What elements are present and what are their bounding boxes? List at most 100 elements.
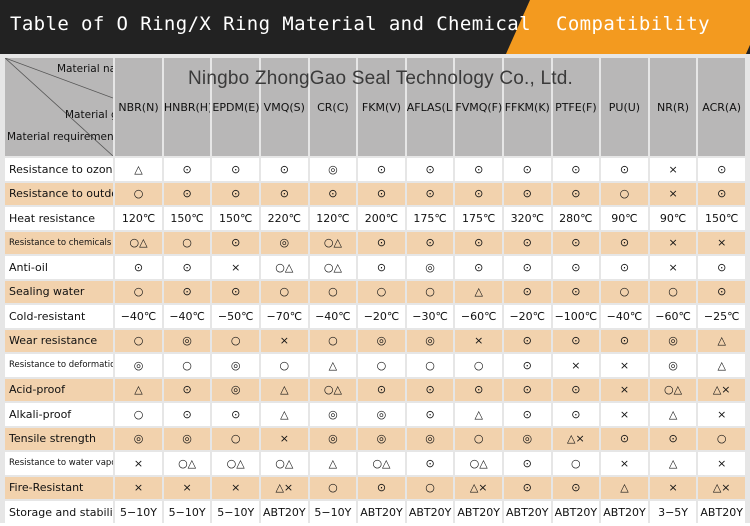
table-cell: ⊙	[552, 476, 600, 499]
table-cell: ○	[212, 427, 259, 450]
table-cell: △	[649, 452, 697, 475]
table-cell: ○△	[309, 256, 357, 279]
table-cell: ×	[649, 158, 697, 181]
row-label: Anti-oil	[5, 256, 114, 279]
table-cell: ○	[115, 280, 162, 303]
table-row: Alkali-proof ○ ⊙ ⊙ △ ◎ ◎ ⊙ △ ⊙ ⊙ × △ ×	[5, 403, 745, 426]
table-cell: ⊙	[358, 378, 405, 401]
column-header: CR(C)	[309, 58, 357, 156]
table-cell: −20℃	[358, 305, 405, 328]
table-cell: 5−10Y	[115, 501, 162, 524]
table-cell: −40℃	[601, 305, 648, 328]
table-cell: ⊙	[649, 427, 697, 450]
table-cell: ◎	[406, 427, 454, 450]
table-cell: ×	[261, 427, 308, 450]
table-cell: ○	[601, 280, 648, 303]
table-cell: ⊙	[503, 403, 551, 426]
table-cell: ⊙	[455, 256, 502, 279]
table-cell: ABT20Y	[503, 501, 551, 524]
table-cell: ◎	[212, 354, 259, 377]
table-cell: ○	[406, 280, 454, 303]
table-cell: ⊙	[115, 256, 162, 279]
table-cell: ○△	[261, 256, 308, 279]
row-label: Resistance to outdoor	[5, 182, 114, 205]
table-cell: ○	[455, 427, 502, 450]
table-cell: △×	[552, 427, 600, 450]
table-cell: ×	[163, 476, 211, 499]
table-cell: 3−5Y	[649, 501, 697, 524]
table-cell: ⊙	[503, 231, 551, 254]
table-cell: ○	[455, 354, 502, 377]
table-cell: ◎	[163, 427, 211, 450]
table-cell: ⊙	[503, 158, 551, 181]
table-cell: ⊙	[455, 182, 502, 205]
column-header: FFKM(K)	[503, 58, 551, 156]
compatibility-table: Material name Material grade Material re…	[3, 56, 747, 526]
column-header: ACR(A)	[698, 58, 745, 156]
table-cell: ⊙	[601, 256, 648, 279]
table-cell: −60℃	[649, 305, 697, 328]
table-cell: ⊙	[406, 403, 454, 426]
table-cell: ○△	[309, 231, 357, 254]
table-cell: ⊙	[406, 452, 454, 475]
row-label: Wear resistance	[5, 329, 114, 352]
table-cell: −40℃	[309, 305, 357, 328]
table-cell: ⊙	[552, 158, 600, 181]
corner-diagonals	[5, 58, 113, 156]
table-cell: 175℃	[406, 207, 454, 230]
table-row: Resistance to chemicals ○△ ○ ⊙ ◎ ○△ ⊙ ⊙ ⊙ ⊙ ⊙ ⊙ × ×	[5, 231, 745, 254]
row-label: Tensile strength	[5, 427, 114, 450]
table-cell: 280℃	[552, 207, 600, 230]
table-cell: ⊙	[406, 158, 454, 181]
table-cell: ◎	[309, 158, 357, 181]
table-cell: 150℃	[212, 207, 259, 230]
table-cell: ×	[649, 231, 697, 254]
table-cell: △×	[455, 476, 502, 499]
table-cell: ⊙	[503, 329, 551, 352]
table-cell: ⊙	[163, 280, 211, 303]
table-cell: ○	[163, 354, 211, 377]
table-cell: −60℃	[455, 305, 502, 328]
table-cell: ⊙	[552, 378, 600, 401]
table-cell: ⊙	[261, 182, 308, 205]
table-cell: ×	[601, 354, 648, 377]
table-cell: △	[698, 329, 745, 352]
table-cell: ×	[115, 452, 162, 475]
table-cell: ◎	[358, 427, 405, 450]
table-cell: ABT20Y	[261, 501, 308, 524]
corner-material-name: Material name	[57, 63, 114, 75]
table-cell: ⊙	[503, 182, 551, 205]
table-cell: ◎	[163, 329, 211, 352]
table-cell: ⊙	[503, 280, 551, 303]
table-cell: −70℃	[261, 305, 308, 328]
column-header: FKM(V)	[358, 58, 405, 156]
table-row: Resistance to water vapor × ○△ ○△ ○△ △ ○△ ⊙ ○△ ⊙ ○…	[5, 452, 745, 475]
column-header: AFLAS(L)	[406, 58, 454, 156]
table-row: Fire-Resistant × × × △× ○ ⊙ ○ △× ⊙ ⊙ △ × △×	[5, 476, 745, 499]
table-cell: ○△	[261, 452, 308, 475]
column-header: PU(U)	[601, 58, 648, 156]
table-cell: 150℃	[163, 207, 211, 230]
table-cell: ○	[406, 476, 454, 499]
table-cell: ⊙	[552, 329, 600, 352]
table-cell: △	[455, 403, 502, 426]
table-row: Anti-oil ⊙ ⊙ × ○△ ○△ ⊙ ◎ ⊙ ⊙ ⊙ ⊙ × ⊙	[5, 256, 745, 279]
table-cell: ⊙	[698, 280, 745, 303]
table-cell: △	[455, 280, 502, 303]
table-cell: ABT20Y	[698, 501, 745, 524]
page-title: Table of O Ring/X Ring Material and Chem…	[10, 13, 531, 35]
row-label: Alkali-proof	[5, 403, 114, 426]
table-cell: ○△	[358, 452, 405, 475]
table-cell: ◎	[115, 427, 162, 450]
table-cell: ⊙	[163, 378, 211, 401]
column-header: FVMQ(F)	[455, 58, 502, 156]
table-cell: ○△	[163, 452, 211, 475]
table-cell: ⊙	[601, 329, 648, 352]
table-cell: ⊙	[552, 403, 600, 426]
row-label: Acid-proof	[5, 378, 114, 401]
table-cell: ABT20Y	[455, 501, 502, 524]
table-cell: −30℃	[406, 305, 454, 328]
table-cell: −40℃	[163, 305, 211, 328]
table-cell: ⊙	[455, 378, 502, 401]
title-bar: Table of O Ring/X Ring Material and Chem…	[0, 0, 750, 54]
